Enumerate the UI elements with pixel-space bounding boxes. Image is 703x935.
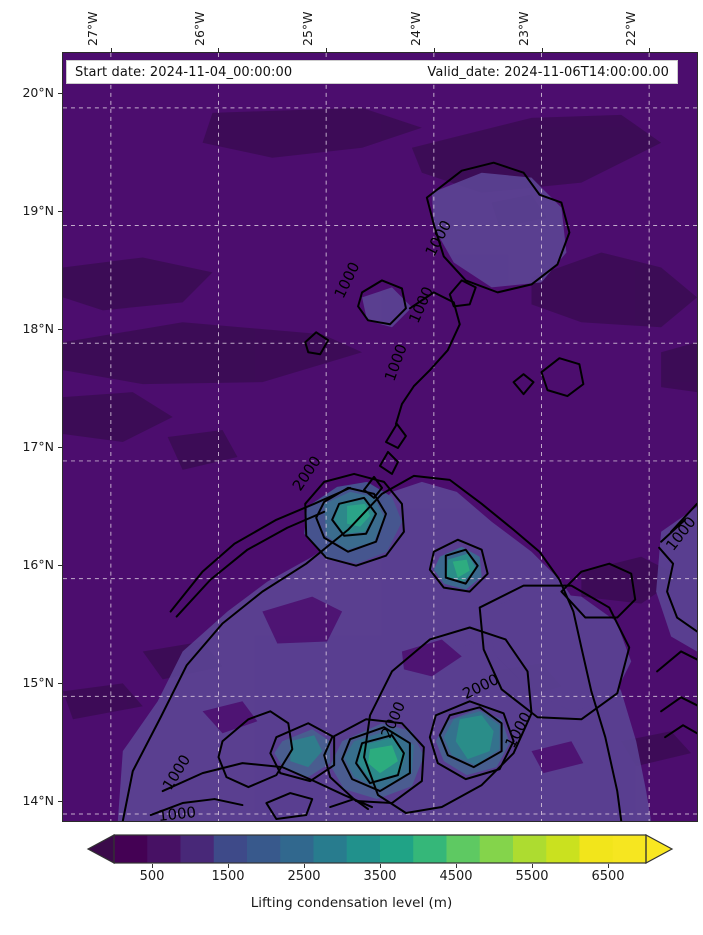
colorbar-band (513, 835, 547, 863)
colorbar-tickmark (532, 864, 533, 868)
colorbar-band (213, 835, 248, 863)
colorbar-band (247, 835, 281, 863)
latitude-tick-label: 14°N (22, 792, 54, 808)
colorbar-band (479, 835, 514, 863)
longitude-tick-label: 23°W (515, 11, 531, 46)
colorbar-tick-labels: 500 1500 2500 3500 4500 5500 6500 (62, 869, 698, 887)
longitude-tickmark (433, 48, 435, 52)
colorbar-band (346, 835, 381, 863)
colorbar-tick-label: 4500 (439, 869, 473, 884)
longitude-tick-label: 26°W (192, 11, 208, 46)
longitude-tick-label: 25°W (300, 11, 316, 46)
latitude-tickmark (58, 564, 62, 566)
colorbar[interactable]: 500 1500 2500 3500 4500 5500 6500 (62, 833, 698, 884)
map-field-plot: 1000 1000 1000 1000 1000 1000 1000 1000 … (63, 53, 697, 821)
colorbar-tick-label: 2500 (287, 869, 321, 884)
colorbar-tickmark (608, 864, 609, 868)
colorbar-band (380, 835, 414, 863)
latitude-tickmark (58, 800, 62, 802)
colorbar-band (180, 835, 215, 863)
colorbar-band (546, 835, 580, 863)
colorbar-under-arrow (86, 833, 115, 865)
latitude-tick-label: 15°N (22, 674, 54, 690)
longitude-tick-label: 27°W (84, 11, 100, 46)
colorbar-tickmark (304, 864, 305, 868)
longitude-tickmark (110, 48, 112, 52)
longitude-tickmark (541, 48, 543, 52)
colorbar-tick-label: 3500 (363, 869, 397, 884)
latitude-tick-label: 20°N (22, 85, 54, 101)
valid-date-text: Valid_date: 2024-11-06T14:00:00.00 (427, 64, 669, 80)
colorbar-band (579, 835, 614, 863)
latitude-tickmark (58, 447, 62, 449)
colorbar-tick-label: 500 (139, 869, 165, 884)
colorbar-tickmark (456, 864, 457, 868)
colorbar-tick-label: 6500 (591, 869, 625, 884)
colorbar-band (280, 835, 314, 863)
colorbar-tickmark (228, 864, 229, 868)
colorbar-band (446, 835, 481, 863)
latitude-tickmark (58, 211, 62, 213)
latitude-tickmark (58, 329, 62, 331)
map-axes[interactable]: 1000 1000 1000 1000 1000 1000 1000 1000 … (62, 52, 698, 822)
colorbar-tickmark (152, 864, 153, 868)
latitude-tick-label: 16°N (22, 556, 54, 572)
colorbar-axis-label: Lifting condensation level (m) (250, 895, 453, 911)
colorbar-band (313, 835, 348, 863)
latitude-tickmark (58, 682, 62, 684)
colorbar-band (413, 835, 447, 863)
colorbar-tick-label: 1500 (211, 869, 245, 884)
start-date-text: Start date: 2024-11-04_00:00:00 (75, 64, 293, 80)
longitude-tickmark (218, 48, 220, 52)
contour-label-1000: 1000 (157, 803, 197, 821)
title-info-box: Start date: 2024-11-04_00:00:00 Valid_da… (66, 60, 678, 84)
colorbar-band (147, 835, 181, 863)
longitude-tickmark (649, 48, 651, 52)
longitude-tick-label: 24°W (407, 11, 423, 46)
colorbar-gradient (86, 833, 674, 865)
colorbar-tickmark (380, 864, 381, 868)
colorbar-over-arrow (645, 833, 674, 865)
latitude-tick-label: 19°N (22, 203, 54, 219)
latitude-tick-label: 17°N (22, 439, 54, 455)
latitude-tick-label: 18°N (22, 321, 54, 337)
colorbar-tick-label: 5500 (515, 869, 549, 884)
latitude-tickmark (58, 93, 62, 95)
colorbar-band (612, 835, 647, 863)
colorbar-band (114, 835, 148, 863)
longitude-tickmark (326, 48, 328, 52)
longitude-tick-label: 22°W (623, 11, 639, 46)
